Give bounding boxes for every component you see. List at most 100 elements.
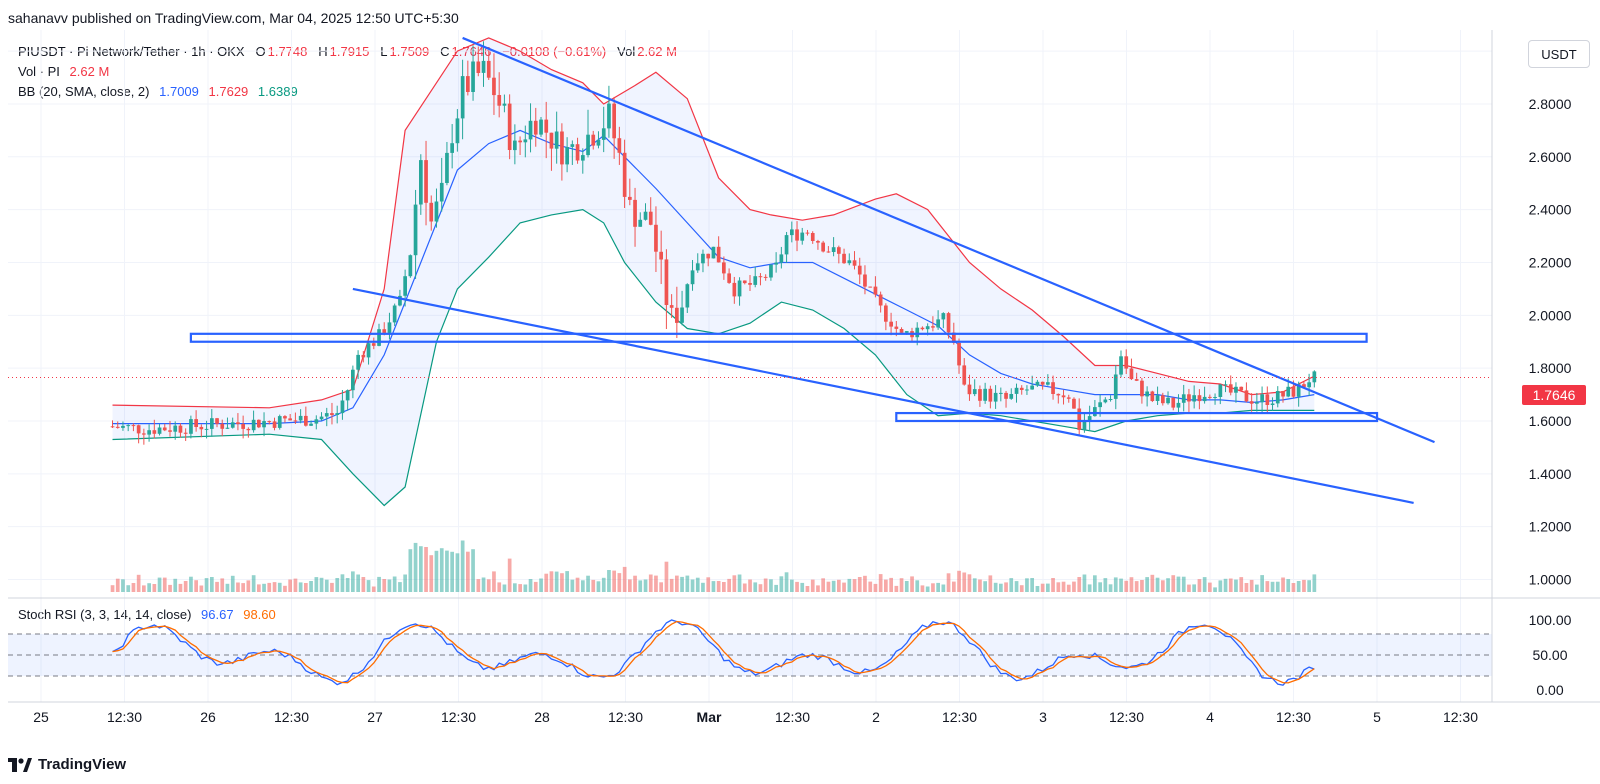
candle-body [445, 152, 449, 183]
y-tick-label: 1.6000 [1529, 413, 1572, 429]
candle-body [852, 260, 857, 266]
candle-body [518, 140, 522, 143]
candle-body [236, 422, 240, 424]
candle-body [612, 103, 616, 139]
candle-body [126, 425, 131, 427]
volume-bar [481, 577, 486, 592]
volume-bar [194, 580, 198, 592]
brand-footer[interactable]: TradingView [8, 756, 126, 773]
candle-body [967, 384, 972, 395]
candle-body [565, 147, 569, 165]
volume-bar [868, 581, 873, 592]
volume-bar [121, 579, 125, 592]
candle-body [492, 77, 496, 96]
volume-bar [1202, 577, 1207, 592]
candle-body [654, 224, 658, 252]
volume-bar [1213, 587, 1217, 592]
volume-bar [863, 575, 867, 592]
volume-bar [110, 585, 115, 592]
volume-bar [622, 566, 627, 592]
candle-body [267, 421, 272, 423]
volume-bar [1208, 582, 1212, 592]
candle-body [999, 392, 1003, 394]
candle-body [314, 419, 319, 424]
candle-body [716, 246, 721, 263]
candle-body [1270, 403, 1275, 405]
volume-bar [387, 579, 392, 592]
volume-bar [1014, 581, 1019, 592]
volume-bar [732, 575, 737, 592]
volume-bar [476, 579, 481, 592]
volume-bar [1025, 578, 1029, 592]
volume-bar [972, 578, 977, 592]
candle-body [1171, 397, 1176, 408]
volume-bar [1166, 578, 1170, 592]
candle-body [633, 199, 637, 227]
candle-body [978, 389, 982, 401]
volume-bar [434, 550, 439, 592]
candle-body [842, 253, 846, 264]
candle-body [769, 264, 773, 278]
y-tick-label: 2.2000 [1529, 254, 1572, 270]
volume-bar [439, 548, 444, 592]
volume-bar [1051, 578, 1055, 592]
candle-body [351, 369, 355, 391]
volume-bars [110, 540, 1317, 592]
volume-bar [1181, 576, 1186, 592]
last-price-tag: 1.7646 [1522, 385, 1586, 405]
volume-bar [878, 574, 883, 592]
candle-body [1077, 408, 1082, 430]
volume-bar [800, 582, 805, 592]
candle-body [392, 305, 397, 323]
candle-body [648, 211, 653, 225]
candle-body [157, 427, 162, 434]
candle-body [737, 280, 742, 297]
candle-body [251, 419, 256, 431]
candle-body [920, 327, 925, 330]
volume-bar [1187, 584, 1191, 592]
candle-body [962, 365, 967, 385]
candle-body [601, 128, 606, 140]
volume-bar [335, 578, 340, 592]
candle-body [131, 425, 136, 427]
vol-pi-value: 2.62 M [69, 64, 110, 79]
volume-bar [711, 581, 716, 592]
volume-bar [1197, 579, 1202, 592]
lower-trendline [352, 287, 1414, 504]
candle-body [413, 204, 418, 256]
annotations[interactable] [189, 36, 1435, 504]
candle-body [471, 61, 475, 92]
volume-bar [1072, 581, 1076, 592]
currency-selector[interactable]: USDT [1528, 40, 1590, 68]
volume-bar [429, 555, 434, 592]
axes: 3.00002.80002.60002.40002.20002.00001.80… [8, 30, 1600, 725]
x-tick-label: 5 [1373, 709, 1381, 725]
y-tick-label: 2.4000 [1529, 202, 1572, 218]
candle-body [1030, 385, 1034, 390]
vol-pi-label[interactable]: Vol · PI [18, 64, 60, 79]
y-tick-label: 1.0000 [1529, 572, 1572, 588]
volume-bar [262, 583, 266, 592]
volume-bar [225, 583, 230, 592]
volume-bar [784, 572, 789, 592]
candle-body [1019, 387, 1024, 390]
volume-bar [675, 575, 679, 592]
candle-body [455, 118, 460, 144]
volume-bar [946, 573, 951, 592]
candle-body [189, 419, 193, 434]
volume-bar [737, 574, 742, 592]
candle-body [528, 120, 533, 140]
volume-bar [533, 581, 538, 592]
candle-body [816, 241, 820, 243]
volume-bar [1124, 580, 1129, 592]
candle-body [1244, 390, 1249, 402]
volume-bar [612, 570, 616, 592]
candle-body [607, 103, 611, 129]
candle-body [1249, 401, 1254, 404]
candle-body [204, 428, 209, 430]
candle-body [643, 211, 648, 220]
stoch-label[interactable]: Stoch RSI (3, 3, 14, 14, close) [18, 607, 192, 622]
bb-label[interactable]: BB (20, SMA, close, 2) [18, 84, 150, 99]
candle-body [1051, 382, 1055, 394]
